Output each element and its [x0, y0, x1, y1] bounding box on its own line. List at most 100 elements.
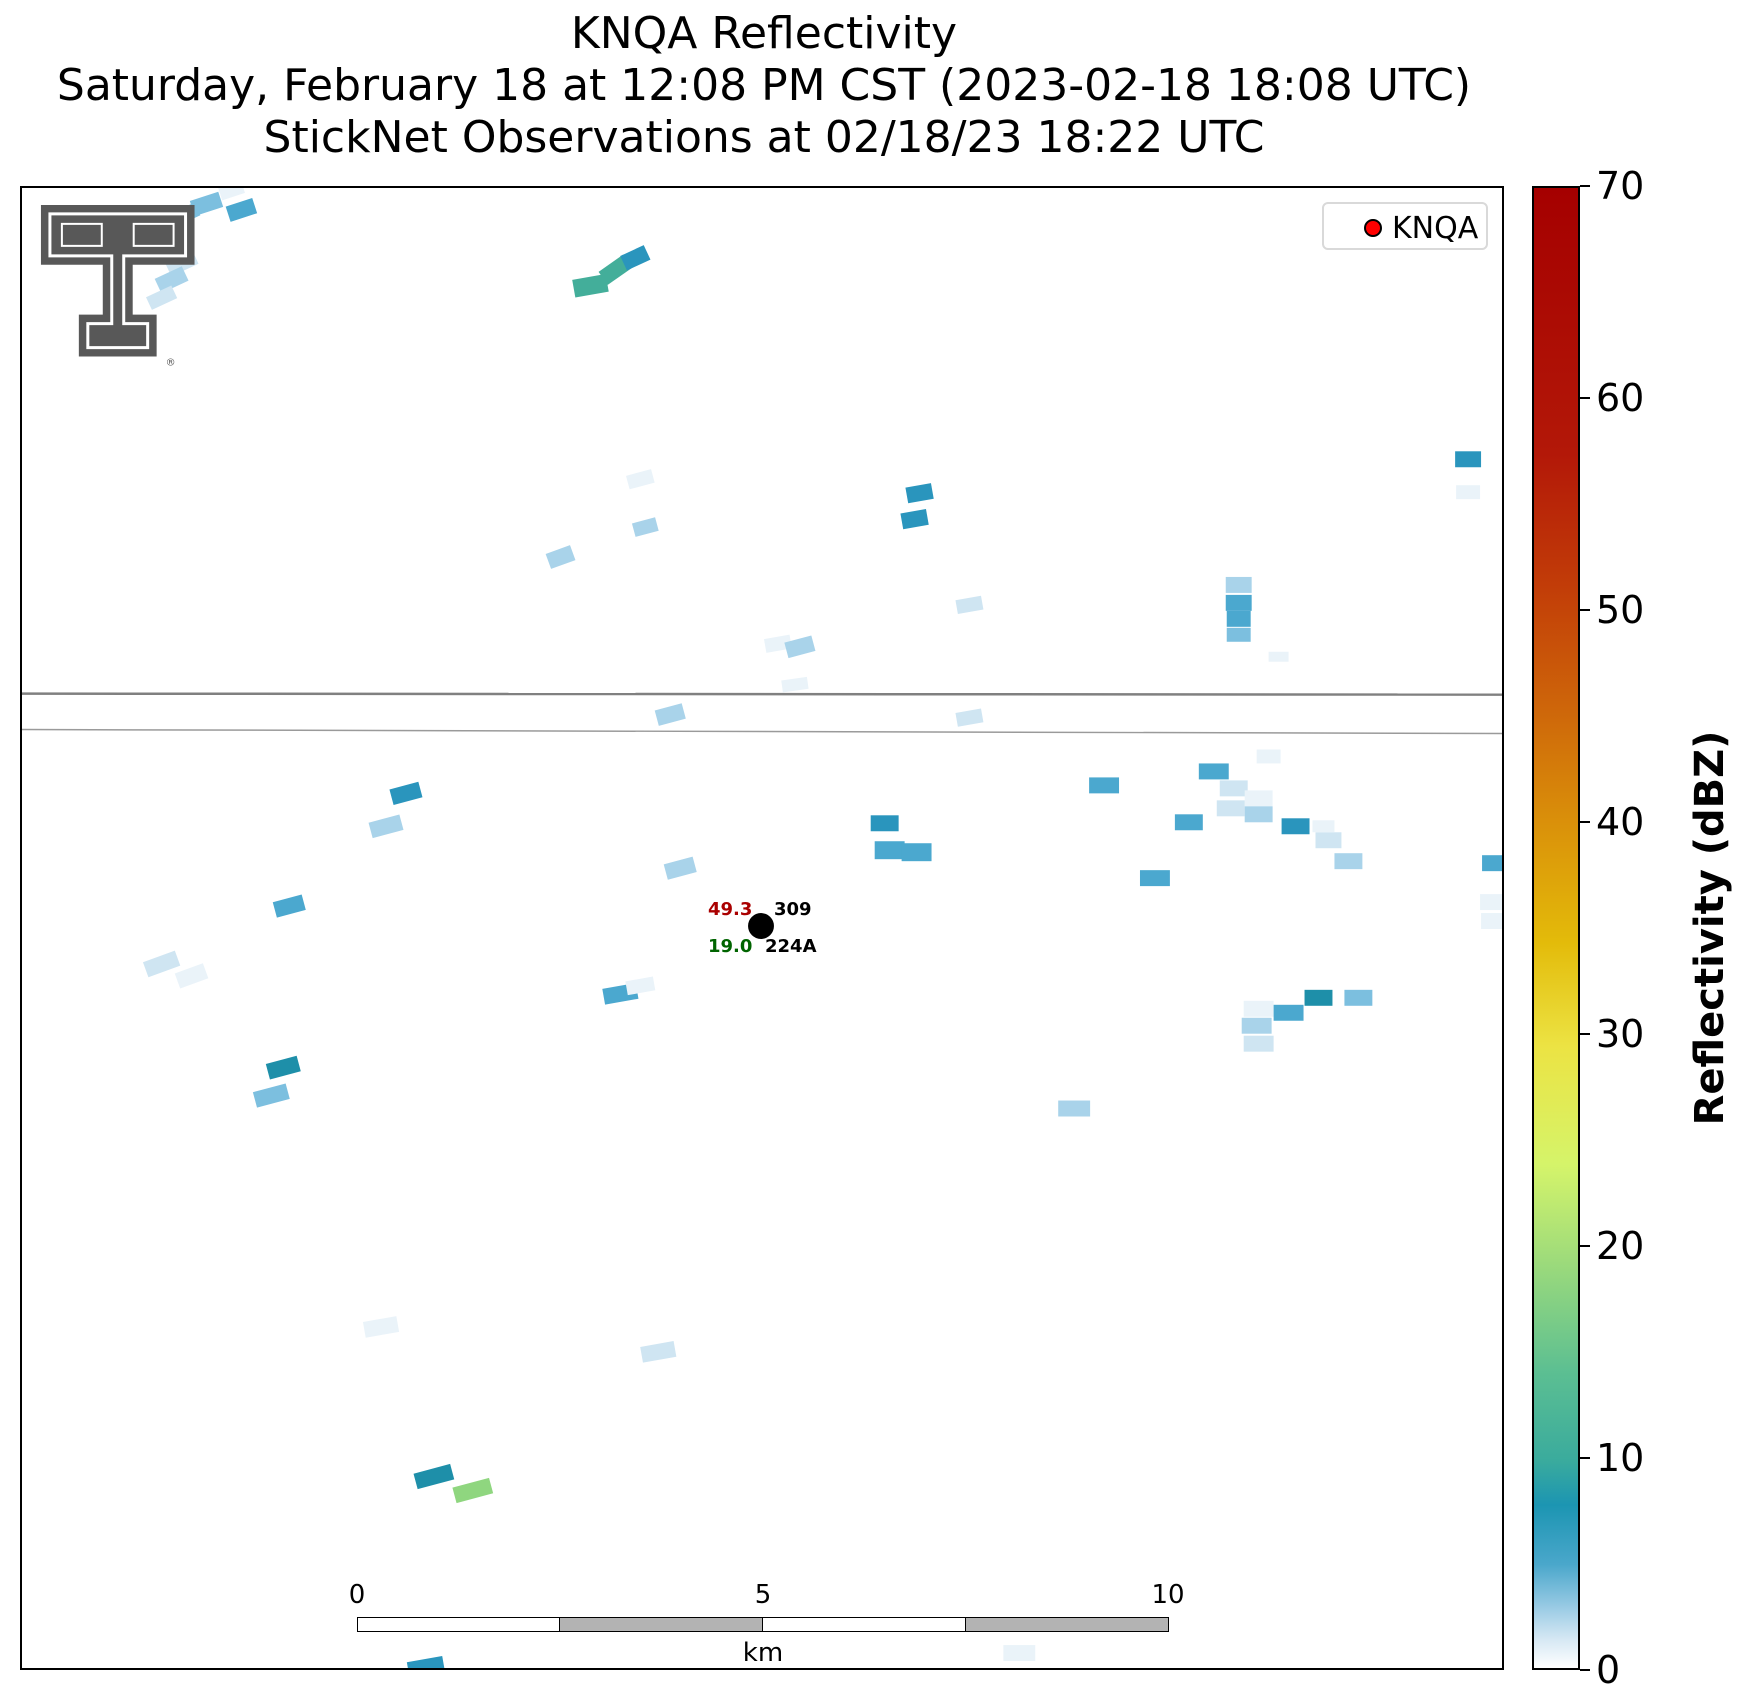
reflectivity-gate	[413, 1463, 455, 1490]
reflectivity-gate	[1315, 832, 1342, 849]
colorbar-tick-label: 0	[1596, 1648, 1621, 1692]
reflectivity-gate	[905, 483, 934, 504]
reflectivity-gate	[640, 1341, 677, 1363]
map-legend: KNQA	[1322, 202, 1488, 250]
texas-tech-logo: ®	[40, 204, 195, 369]
reflectivity-gate	[1304, 989, 1333, 1006]
scale-tick-10: 10	[1151, 1580, 1185, 1610]
reflectivity-gate	[1481, 913, 1502, 929]
reflectivity-gate	[1226, 610, 1251, 627]
reflectivity-gate	[368, 814, 404, 839]
registered-mark: ®	[166, 358, 176, 369]
scale-tick-0: 0	[348, 1580, 366, 1610]
reflectivity-gate	[225, 198, 258, 222]
colorbar-title: Reflectivity (dBZ)	[1687, 730, 1733, 1126]
reflectivity-gate	[362, 1316, 400, 1338]
reflectivity-gate	[1219, 780, 1248, 797]
reflectivity-gate	[663, 856, 697, 880]
reflectivity-gate	[1226, 627, 1251, 642]
figure-title: KNQA Reflectivity Saturday, February 18 …	[0, 8, 1528, 164]
reflectivity-gate	[189, 191, 224, 217]
station-dewpoint: 19.0	[708, 936, 753, 957]
reflectivity-gate	[1256, 749, 1281, 764]
scale-bar-segment	[965, 1617, 1169, 1632]
scale-bar-segment	[762, 1617, 966, 1632]
legend-label: KNQA	[1392, 211, 1479, 246]
reflectivity-gate	[1344, 989, 1373, 1006]
reflectivity-gate	[1268, 651, 1289, 662]
reflectivity-gate	[625, 469, 655, 490]
reflectivity-gate	[1174, 814, 1203, 831]
reflectivity-gate	[545, 545, 576, 569]
title-radar: KNQA Reflectivity	[570, 8, 958, 59]
scale-bar-segment	[357, 1617, 560, 1632]
reflectivity-gate	[572, 273, 609, 298]
scale-tick-5: 5	[754, 1580, 772, 1610]
reflectivity-gate	[1089, 777, 1120, 794]
reflectivity-gate	[1198, 763, 1229, 780]
reflectivity-gate	[1243, 1000, 1274, 1017]
reflectivity-gate	[1241, 1017, 1272, 1034]
station-marker[interactable]	[748, 913, 774, 939]
reflectivity-gate	[1312, 820, 1335, 833]
reflectivity-gate	[784, 635, 816, 659]
reflectivity-gate	[1482, 855, 1502, 872]
reflectivity-gate	[142, 950, 181, 978]
colorbar-tick-label: 40	[1596, 800, 1645, 844]
reflectivity-gate	[272, 894, 306, 918]
reflectivity-gate	[870, 815, 899, 832]
scale-bar-segment	[559, 1617, 763, 1632]
station-temperature: 49.3	[708, 899, 753, 920]
reflectivity-gate	[1225, 576, 1252, 593]
colorbar-tick-label: 20	[1596, 1224, 1645, 1268]
reflectivity-gate	[1480, 894, 1502, 911]
title-observations: StickNet Observations at 02/18/23 18:22 …	[263, 112, 1265, 163]
reflectivity-gate	[265, 1055, 301, 1080]
reflectivity-gate	[154, 266, 189, 294]
reflectivity-gate	[1456, 485, 1481, 500]
reflectivity-gate	[781, 676, 809, 693]
colorbar-tick	[1580, 185, 1590, 187]
colorbar-tick	[1580, 609, 1590, 611]
colorbar-tick	[1580, 1033, 1590, 1035]
colorbar-tick-label: 70	[1596, 164, 1645, 208]
colorbar-tick	[1580, 821, 1590, 823]
colorbar-tick-label: 30	[1596, 1012, 1645, 1056]
reflectivity-gate	[406, 1656, 445, 1668]
reflectivity-gate	[1281, 818, 1310, 835]
reflectivity-gate	[1244, 806, 1273, 823]
reflectivity-gate	[620, 245, 651, 271]
reflectivity-gate	[874, 841, 905, 860]
reflectivity-gate	[1058, 1100, 1091, 1117]
radar-map[interactable]: ® KNQA 49.3 309 19.0 224A 0 5 10 km	[20, 186, 1504, 1670]
colorbar-tick-label: 60	[1596, 376, 1645, 420]
reflectivity-gate	[1455, 451, 1482, 468]
reflectivity-gate	[1225, 594, 1252, 611]
reflectivity-gate	[1003, 1645, 1036, 1662]
reflectivity-gate	[1244, 790, 1273, 807]
reflectivity-gate	[900, 508, 929, 530]
colorbar-tick	[1580, 1669, 1590, 1671]
station-pressure: 309	[774, 899, 812, 920]
reflectivity-gate	[631, 517, 659, 537]
title-datetime: Saturday, February 18 at 12:08 PM CST (2…	[56, 60, 1472, 111]
station-id: 224A	[765, 936, 817, 957]
reflectivity-gate	[1243, 1035, 1274, 1052]
road-line	[22, 728, 1502, 735]
reflectivity-gate	[1216, 800, 1245, 817]
reflectivity-gate	[452, 1477, 494, 1504]
reflectivity-gate	[955, 708, 984, 727]
colorbar-tick	[1580, 397, 1590, 399]
reflectivity-gate	[901, 843, 932, 862]
reflectivity-gate	[1273, 1004, 1304, 1021]
reflectivity-gate	[174, 963, 209, 989]
reflectivity-echoes	[142, 188, 1502, 1668]
scale-unit: km	[742, 1638, 784, 1668]
reflectivity-gate	[763, 634, 792, 653]
radar-map-canvas: ®	[22, 188, 1502, 1668]
reflectivity-gate	[389, 781, 423, 805]
road-line	[22, 692, 1502, 696]
reflectivity-colorbar	[1532, 186, 1580, 1670]
colorbar-tick	[1580, 1457, 1590, 1459]
colorbar-tick	[1580, 1245, 1590, 1247]
